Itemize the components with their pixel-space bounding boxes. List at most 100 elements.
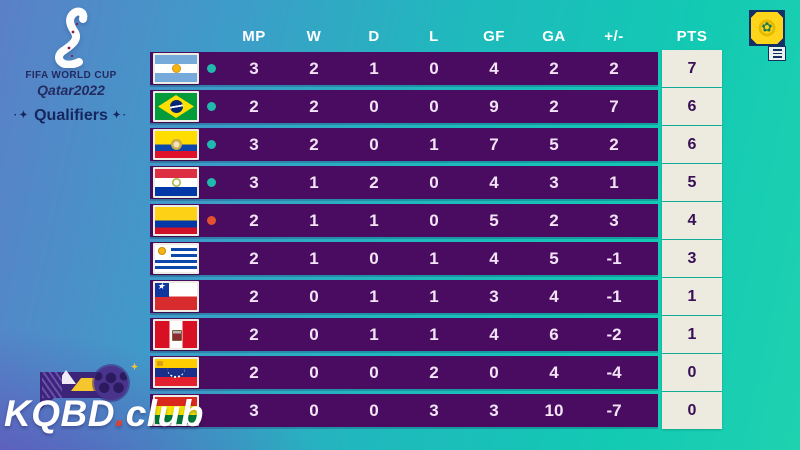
cell-gf: 9 [489,96,499,116]
flag-cell [150,166,199,199]
cell-pts: 1 [662,316,722,353]
qatar2022-trophy-logo-icon [55,7,88,68]
cell-l: 0 [429,172,439,192]
playoff-dot [206,216,216,225]
cell-l: 0 [429,210,439,230]
flag-cell [150,128,199,161]
table-row: 3 1 2 0 4 3 1 5 [150,164,722,201]
team-row-bar: 2 0 1 1 4 6 -2 [150,318,658,351]
cell-diff: -1 [606,286,622,306]
qualifiers-right-mark: ✦· [112,110,129,121]
cell-diff: 7 [609,96,619,116]
team-row-bar: 2 0 1 1 3 4 -1 [150,280,658,313]
cell-pts: 4 [662,202,722,239]
cell-mp: 3 [249,172,259,192]
cell-w: 2 [309,96,319,116]
cell-ga: 2 [549,210,559,230]
tournament-branding: FIFA WORLD CUP Qatar2022 ·✦ Qualifiers ✦… [10,6,132,125]
status-dot-cell [198,166,224,199]
cell-w: 1 [309,248,319,268]
table-row: 3 2 1 0 4 2 2 7 [150,50,722,87]
cell-pts: 1 [662,278,722,315]
cell-gf: 3 [489,400,499,420]
flag-cell [150,280,199,313]
column-header-pts: PTS [676,27,708,45]
cell-w: 1 [309,172,319,192]
cell-w: 0 [309,286,319,306]
cell-pts: 5 [662,164,722,201]
status-dot-cell [198,280,224,313]
cell-mp: 2 [249,96,259,116]
watermark-dot: . [114,393,126,434]
watermark-logo-icon [28,362,138,410]
cell-gf: 0 [489,362,499,382]
table-row: 3 2 0 1 7 5 2 6 [150,126,722,163]
column-header-l: L [429,27,439,45]
cell-d: 1 [369,58,379,78]
team-row-bar: 3 0 0 3 3 10 -7 [150,394,658,427]
flag-cell [150,90,199,123]
flag-cell [150,242,199,275]
table-row: 2 1 0 1 4 5 -1 3 [150,240,722,277]
cell-pts: 0 [662,392,722,429]
cell-l: 0 [429,58,439,78]
competition-edition: Qatar2022 [37,82,105,98]
cell-pts: 0 [662,354,722,391]
flag-cell [150,204,199,237]
team-row-bar: 3 1 2 0 4 3 1 [150,166,658,199]
cell-d: 1 [369,324,379,344]
column-header-d: D [368,27,380,45]
team-row-bar: 3 2 0 1 7 5 2 [150,128,658,161]
cell-gf: 4 [489,172,499,192]
cell-ga: 3 [549,172,559,192]
cell-ga: 4 [549,286,559,306]
emblem-tag-icon [768,46,786,61]
cell-pts: 6 [662,126,722,163]
cell-ga: 5 [549,248,559,268]
cell-diff: 2 [609,58,619,78]
bolivia-flag-icon [153,395,199,426]
qualified-dot [206,102,216,111]
cell-pts: 7 [662,50,722,87]
table-row: 2 2 0 0 9 2 7 6 [150,88,722,125]
cell-d: 0 [369,400,379,420]
team-row-bar: 2 0 0 2 0 4 -4 [150,356,658,389]
cell-l: 0 [429,96,439,116]
table-row: 3 0 0 3 3 10 -7 0 [150,392,722,429]
cell-w: 0 [309,324,319,344]
cell-gf: 4 [489,58,499,78]
status-dot-cell [198,90,224,123]
cell-mp: 2 [249,324,259,344]
status-dot-cell [198,242,224,275]
flag-cell [150,52,199,85]
colombia-flag-icon [153,205,199,236]
cell-ga: 2 [549,96,559,116]
cell-diff: -4 [606,362,622,382]
team-row-bar: 2 2 0 0 9 2 7 [150,90,658,123]
brazil-flag-icon [153,91,199,122]
hatch-pattern-icon [42,372,62,398]
cell-gf: 4 [489,248,499,268]
argentina-flag-icon [153,53,199,84]
peru-flag-icon [153,319,199,350]
ecuador-flag-icon [153,129,199,160]
table-row: 2 1 1 0 5 2 3 4 [150,202,722,239]
cell-l: 3 [429,400,439,420]
emblem-badge-icon [749,10,785,46]
cell-l: 1 [429,248,439,268]
cell-gf: 7 [489,134,499,154]
cell-d: 0 [369,248,379,268]
spark-icon [131,363,138,370]
cell-mp: 2 [249,248,259,268]
cell-w: 2 [309,58,319,78]
team-row-bar: 2 1 0 1 4 5 -1 [150,242,658,275]
cell-d: 2 [369,172,379,192]
venezuela-flag-icon [153,357,199,388]
status-dot-cell [198,128,224,161]
status-dot-cell [198,356,224,389]
logo-tail-icon [40,398,54,410]
flag-cell [150,394,199,427]
